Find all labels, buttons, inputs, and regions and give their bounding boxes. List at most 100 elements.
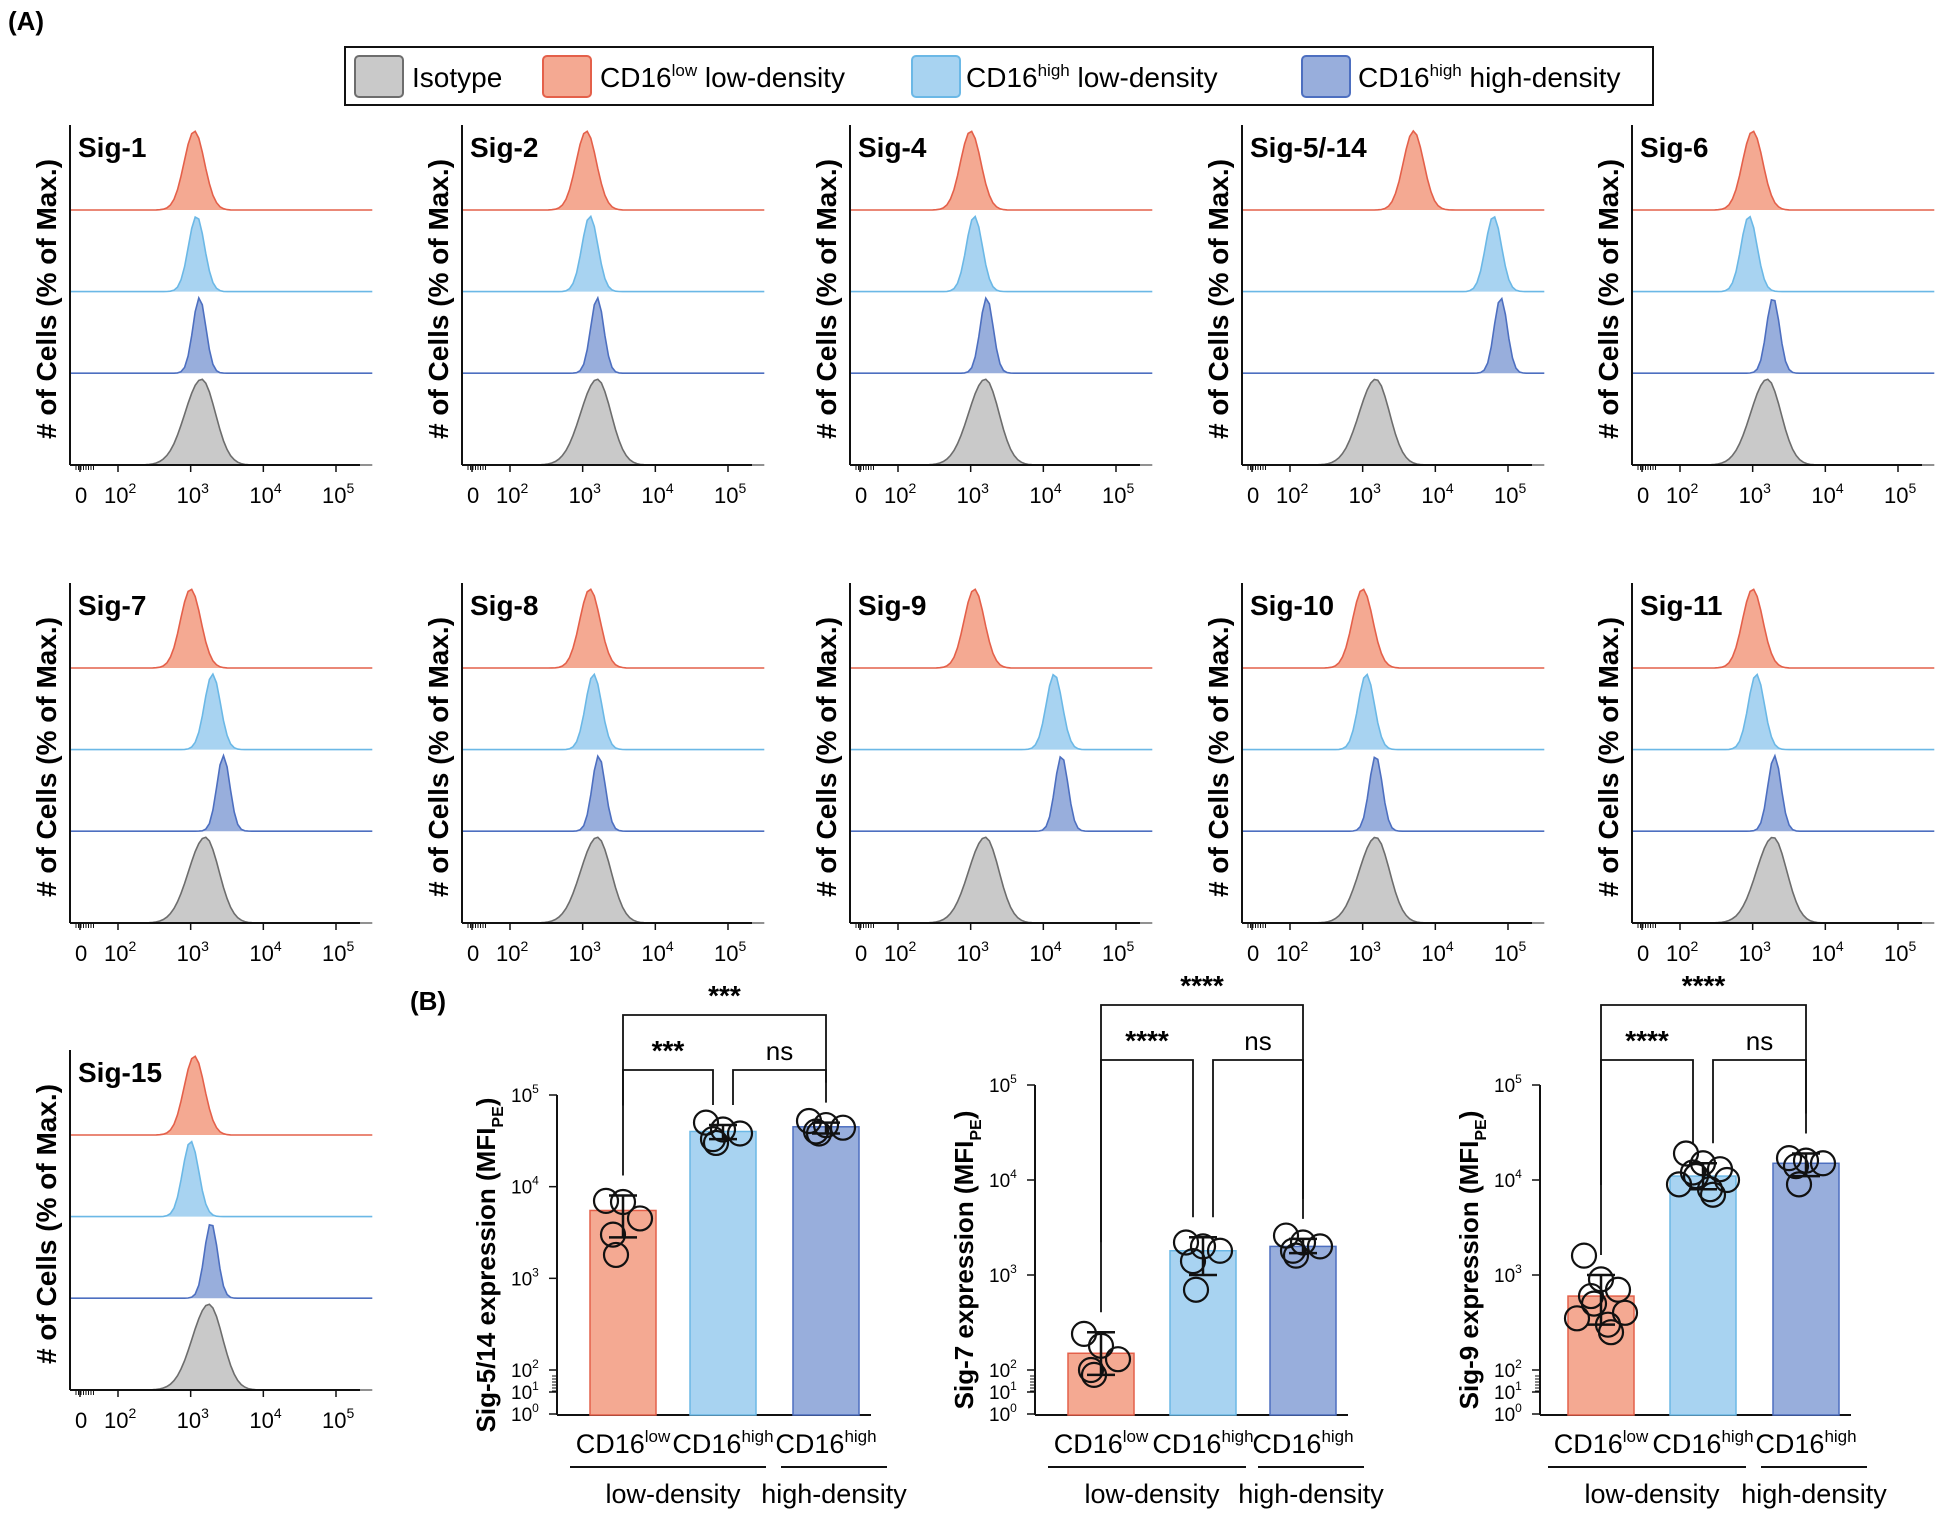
tick-exp: 3 (593, 480, 601, 496)
tick-base: 10 (104, 941, 128, 966)
data-point (802, 1118, 830, 1145)
bar-y-tick-label: 105 (989, 1072, 1017, 1097)
hist-panel-title: Sig-2 (470, 132, 538, 163)
group-label-g2: CD16high (672, 1427, 773, 1459)
tick-base: 10 (1102, 483, 1126, 508)
significance-label: ns (1746, 1026, 1773, 1056)
panel-label-b: (B) (410, 986, 446, 1016)
tick-exp: 3 (981, 480, 989, 496)
tick-base: 10 (1102, 941, 1126, 966)
hist-tick-label: 104 (1421, 480, 1453, 508)
bar-y-tick-label: 105 (1494, 1072, 1522, 1097)
tick-base: 10 (511, 1178, 532, 1199)
data-point (1604, 1276, 1632, 1303)
tick-exp: 0 (1515, 1401, 1522, 1415)
hist-y-label: # of Cells (% of Max.) (31, 1084, 62, 1364)
tick-base: 10 (249, 941, 273, 966)
data-point (1682, 1162, 1710, 1190)
tick-base: 10 (1494, 1383, 1515, 1404)
hist-tick-label: 103 (1349, 938, 1381, 966)
tick-exp: 3 (981, 938, 989, 954)
hist-fill-cd16high-hd (70, 298, 373, 374)
tick-exp: 5 (738, 938, 746, 954)
hist-tick-label: 105 (1102, 480, 1134, 508)
hist-tick-label: 102 (1666, 480, 1698, 508)
group-sup: low (645, 1427, 671, 1446)
tick-exp: 4 (1836, 938, 1844, 954)
hist-tick-label: 105 (322, 938, 354, 966)
tick-base: 10 (1494, 941, 1518, 966)
hist-tick-label: 103 (1739, 938, 1771, 966)
hist-panel-title: Sig-8 (470, 590, 538, 621)
hist-line-cd16high-hd (1242, 756, 1545, 832)
data-point (699, 1126, 727, 1153)
data-point (1070, 1320, 1098, 1347)
hist-tick-label: 105 (1102, 938, 1134, 966)
group-label-g1: CD16low (1554, 1427, 1649, 1459)
tick-base: 10 (1494, 483, 1518, 508)
tick-exp: 2 (128, 480, 136, 496)
hist-fill-cd16high-ld (70, 1141, 373, 1217)
hist-fill-cd16high-hd (462, 298, 765, 374)
bar-y-tick-label: 102 (1494, 1357, 1522, 1382)
tick-exp: 5 (1518, 938, 1526, 954)
tick-exp: 5 (346, 938, 354, 954)
tick-base: 10 (177, 483, 201, 508)
tick-base: 10 (989, 1171, 1010, 1192)
ylabel-sub: PE (1473, 1119, 1490, 1141)
tick-exp: 2 (1010, 1357, 1017, 1371)
bar-y-tick-label: 103 (989, 1262, 1017, 1287)
tick-base: 10 (322, 1408, 346, 1433)
data-point (626, 1205, 654, 1232)
tick-exp: 5 (346, 1405, 354, 1421)
hist-tick-label: 102 (884, 938, 916, 966)
hist-fill-isotype (1632, 837, 1935, 923)
tick-base: 10 (641, 483, 665, 508)
tick-base: 10 (104, 483, 128, 508)
hist-line-cd16high-ld (1632, 215, 1935, 293)
tick-base: 0 (75, 1408, 87, 1433)
hist-fill-cd16high-hd (850, 298, 1153, 374)
tick-exp: 3 (593, 938, 601, 954)
subgroup-label-high-density: high-density (1238, 1479, 1384, 1509)
tick-exp: 2 (908, 938, 916, 954)
legend-swatch-cd16high-ld (911, 55, 961, 98)
tick-base: 10 (1739, 483, 1763, 508)
tick-exp: 2 (128, 1405, 136, 1421)
hist-tick-label: 103 (1349, 480, 1381, 508)
hist-tick-label: 102 (1276, 938, 1308, 966)
hist-tick-label: 102 (1666, 938, 1698, 966)
hist-line-cd16high-ld (70, 672, 373, 751)
tick-base: 10 (1811, 941, 1835, 966)
data-point (1775, 1145, 1803, 1172)
hist-y-label: # of Cells (% of Max.) (811, 617, 842, 897)
hist-tick-label: 103 (177, 938, 209, 966)
hist-tick-label: 105 (714, 938, 746, 966)
hist-line-cd16low-ld (1242, 129, 1545, 211)
tick-base: 10 (1276, 483, 1300, 508)
ylabel-close: ) (471, 1098, 501, 1107)
tick-base: 10 (322, 941, 346, 966)
tick-exp: 2 (520, 938, 528, 954)
data-point (1179, 1248, 1207, 1275)
tick-base: 0 (1247, 941, 1259, 966)
bar-y-tick-label: 103 (1494, 1262, 1522, 1287)
hist-tick-label: 104 (641, 480, 673, 508)
tick-base: 10 (1276, 941, 1300, 966)
hist-fill-cd16high-hd (1632, 299, 1935, 374)
panel-label-a: (A) (8, 6, 44, 36)
group-sup: high (741, 1427, 773, 1446)
subgroup-label-low-density: low-density (1084, 1479, 1220, 1509)
significance-bracket (622, 1069, 714, 1176)
tick-base: 10 (496, 941, 520, 966)
significance-label: **** (1682, 970, 1726, 1001)
hist-tick-label: 104 (249, 1405, 281, 1433)
data-point (1206, 1237, 1234, 1264)
